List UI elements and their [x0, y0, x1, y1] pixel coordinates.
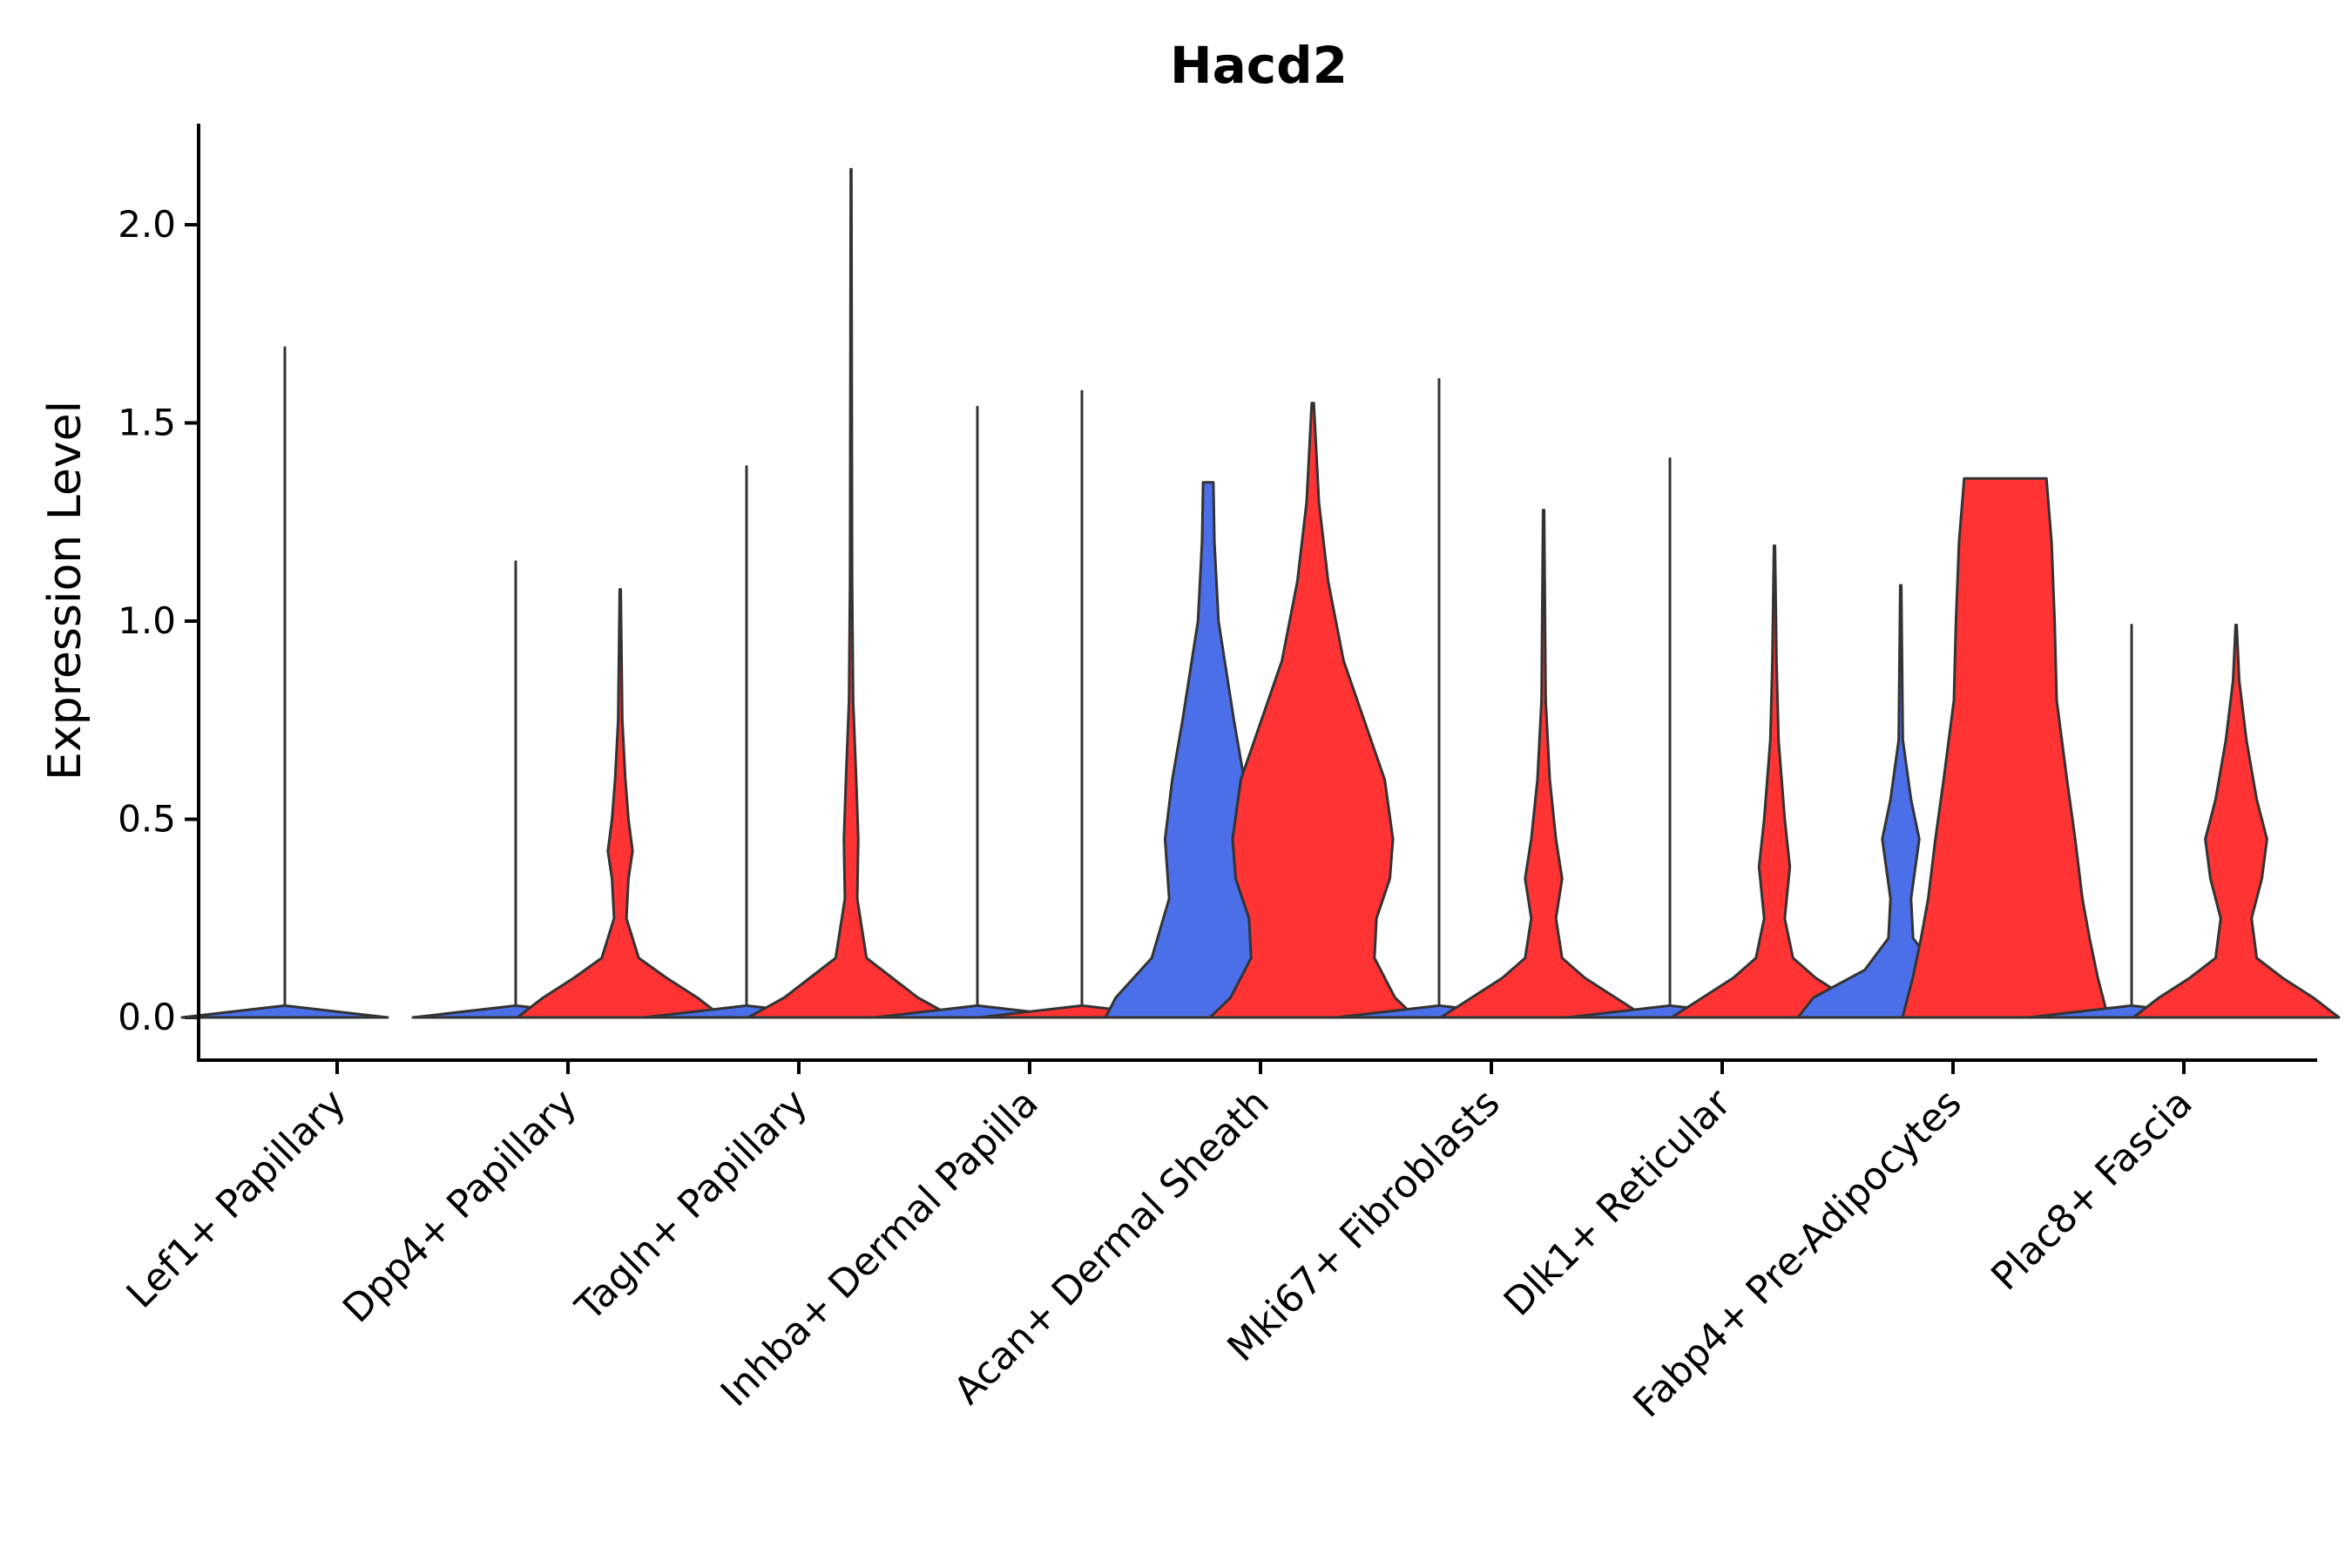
- violin-group_a-0: [180, 346, 389, 1019]
- violin-group_b-2: [747, 167, 956, 1019]
- y-tick-label: 0.0: [118, 996, 176, 1038]
- violin-group_b-5: [1439, 509, 1648, 1019]
- y-tick-label: 1.0: [118, 599, 176, 642]
- violin-group_b-4: [1208, 402, 1417, 1019]
- chart-title: Hacd2: [1170, 36, 1348, 95]
- violin-group_b-6: [1670, 544, 1879, 1019]
- y-tick-label: 2.0: [118, 203, 176, 246]
- y-tick-label: 1.5: [118, 402, 176, 444]
- violin-group_b-7: [1901, 476, 2110, 1019]
- violin-group_b-8: [2132, 624, 2341, 1019]
- y-axis-label: Expression Level: [39, 401, 91, 781]
- y-tick-label: 0.5: [118, 798, 176, 841]
- violin-group_b-1: [516, 588, 725, 1019]
